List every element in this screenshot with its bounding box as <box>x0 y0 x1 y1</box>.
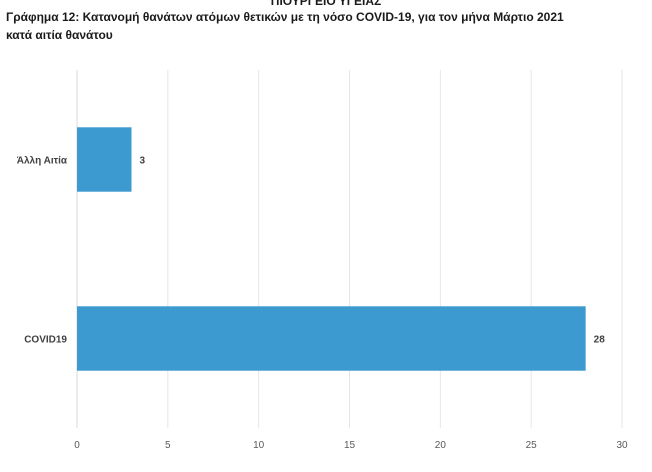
x-tick-label: 20 <box>435 440 447 451</box>
gridlines <box>76 70 623 428</box>
category-label: Άλλη Αιτία <box>17 156 68 167</box>
x-tick-labels: 0 5 10 15 20 25 30 <box>74 440 628 451</box>
chart-title-line-1: Γράφημα 12: Κατανομή θανάτων ατόμων θετι… <box>6 10 564 24</box>
data-labels: 3 28 <box>140 156 606 346</box>
x-tick-label: 30 <box>616 440 628 451</box>
data-label: 28 <box>594 335 606 346</box>
chart-title: Γράφημα 12: Κατανομή θανάτων ατόμων θετι… <box>6 8 646 44</box>
x-tick-label: 15 <box>344 440 356 451</box>
bar <box>77 127 132 192</box>
data-label: 3 <box>140 156 146 167</box>
x-tick-label: 0 <box>74 440 80 451</box>
category-label: COVID19 <box>24 335 67 346</box>
x-tick-label: 5 <box>165 440 171 451</box>
bar <box>77 306 586 371</box>
chart-title-line-2: κατά αιτία θανάτου <box>6 28 113 42</box>
bars <box>77 127 586 371</box>
x-tick-label: 10 <box>253 440 265 451</box>
category-labels: Άλλη Αιτία COVID19 <box>17 156 68 346</box>
cut-off-header: ΠΙΟΥΡΓΕΙΟ ΥΓΕΙΑΣ <box>270 0 382 8</box>
x-tick-label: 25 <box>526 440 538 451</box>
